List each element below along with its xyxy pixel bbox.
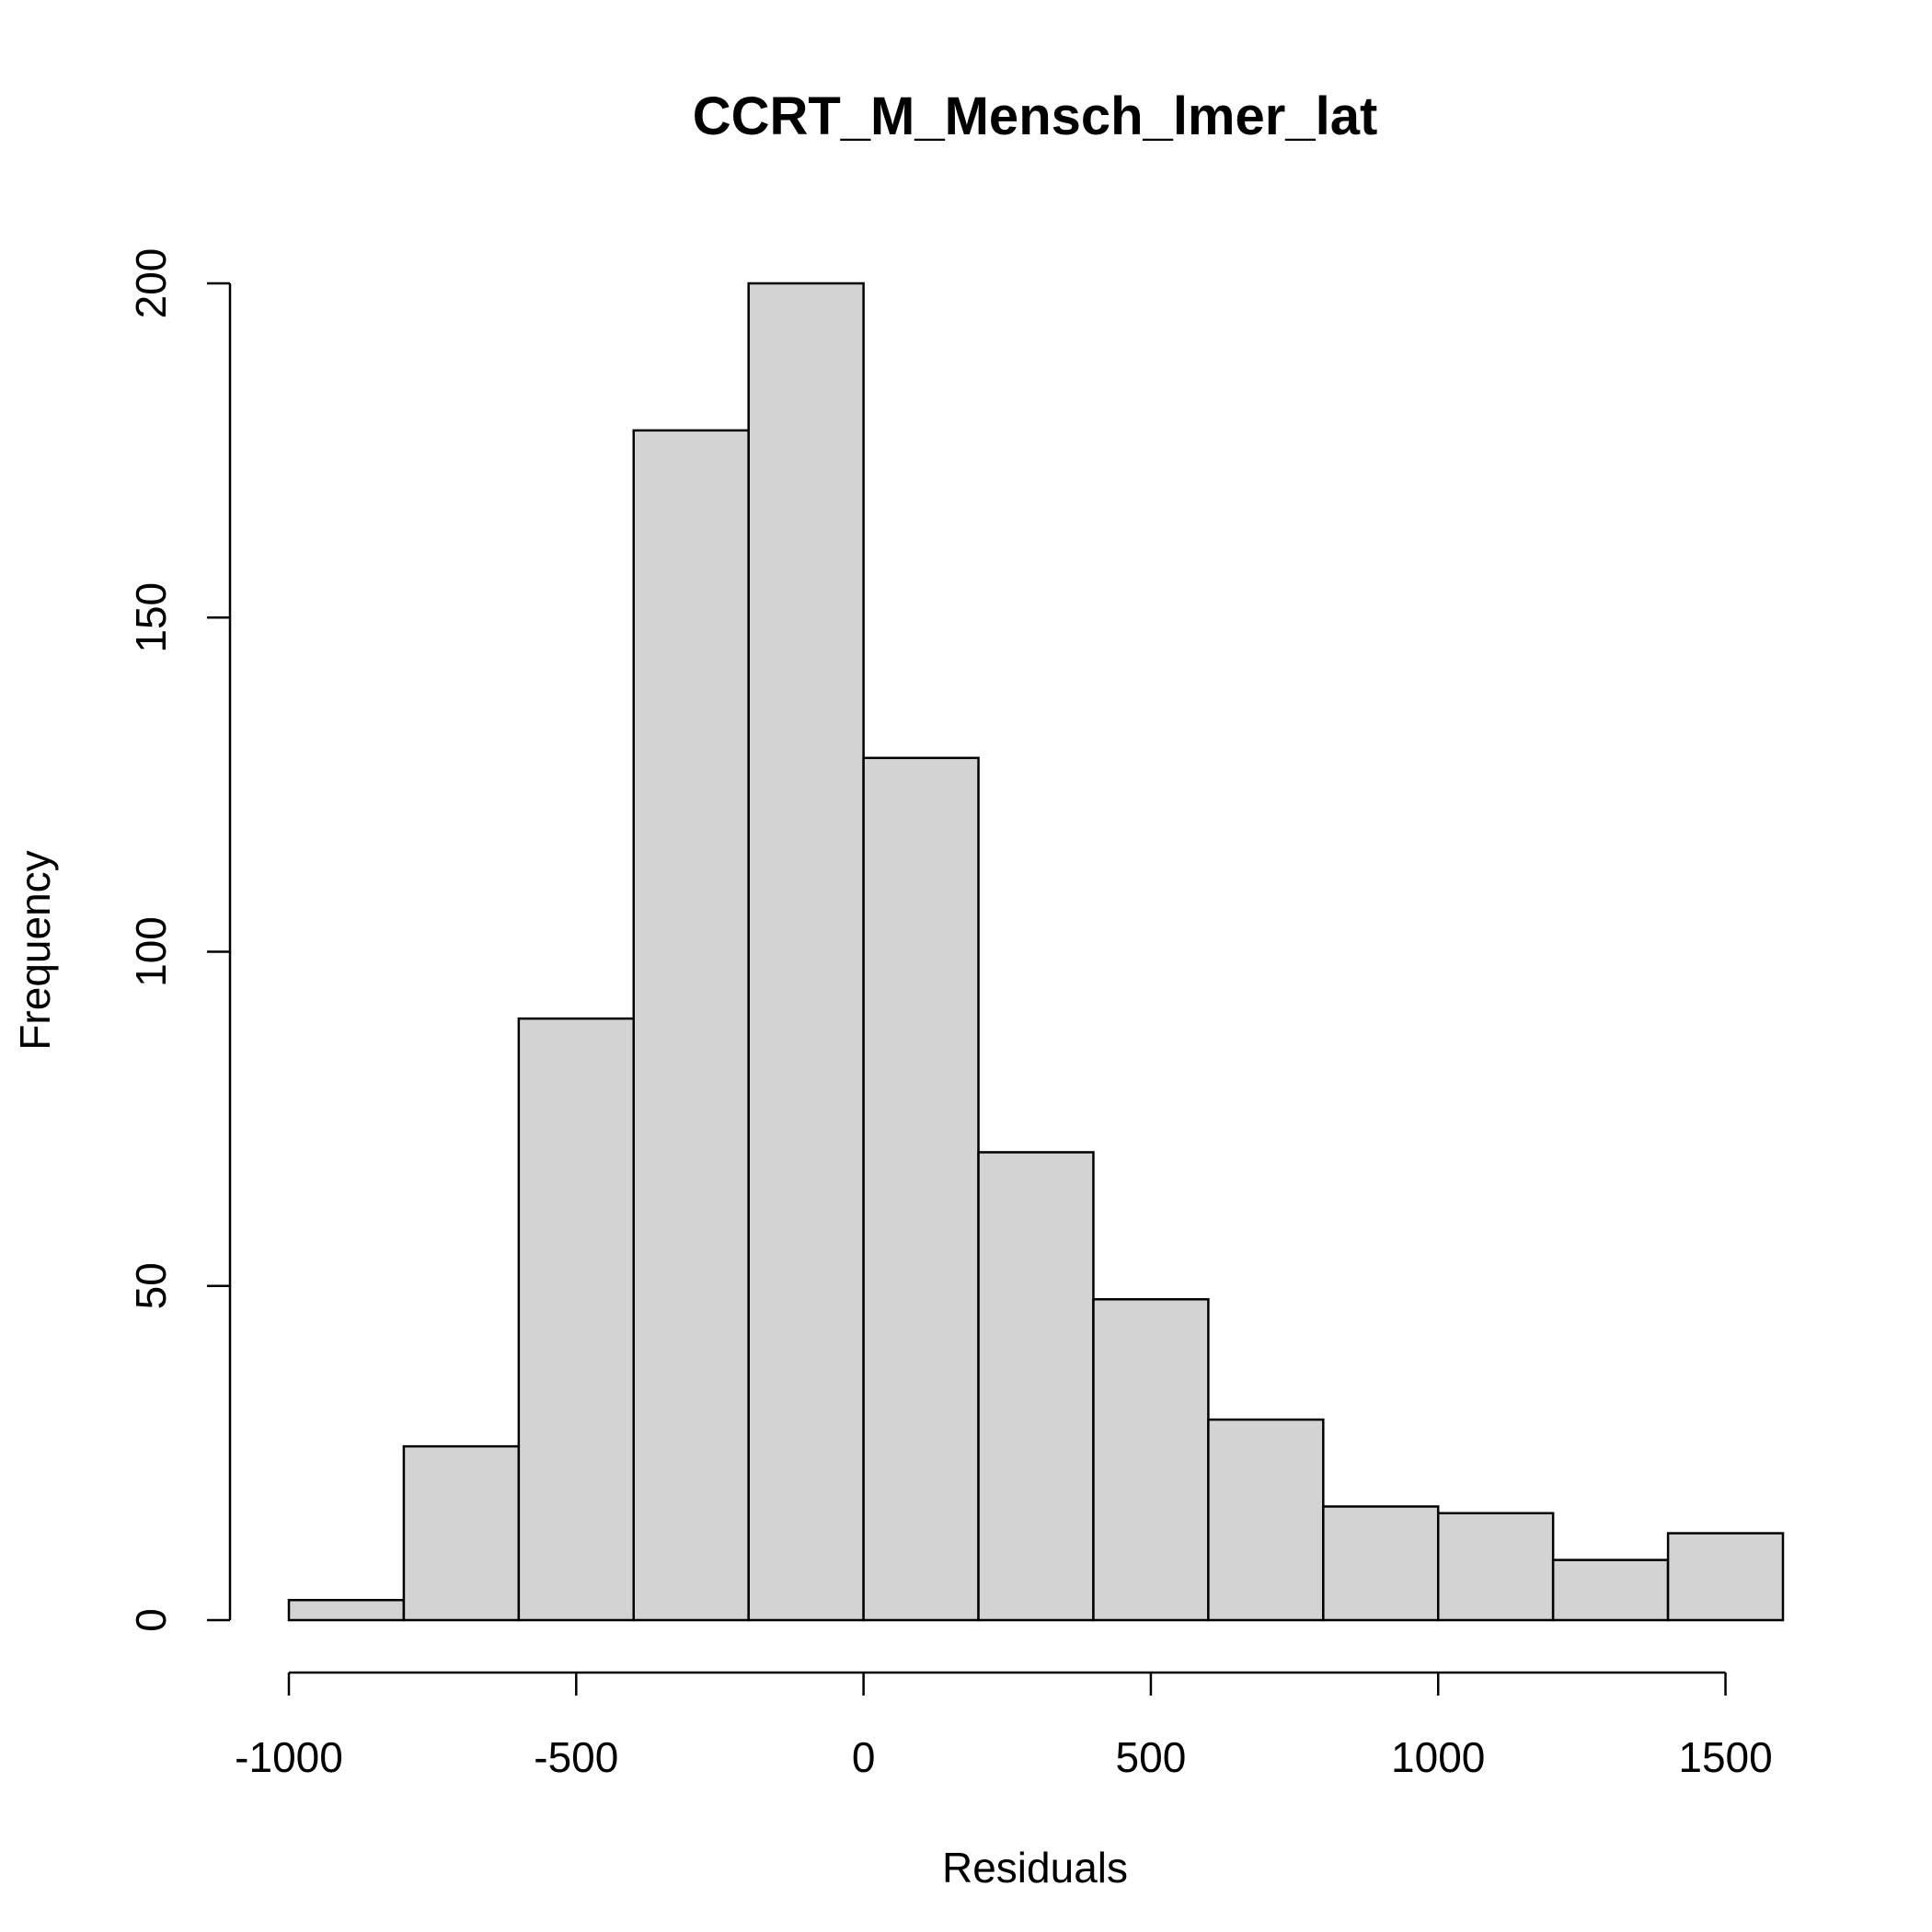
histogram-bar (1322, 1505, 1440, 1622)
bars-group (287, 282, 1785, 1622)
histogram-bar (747, 282, 865, 1622)
x-tick-label: 500 (1116, 1733, 1187, 1781)
y-tick-label: 200 (127, 248, 175, 319)
histogram-bar (287, 1598, 406, 1622)
histogram-bar (1207, 1418, 1325, 1622)
x-tick-label: 1000 (1391, 1733, 1485, 1781)
y-tick-label: 150 (127, 582, 175, 653)
histogram-bar (977, 1151, 1095, 1622)
y-axis-label: Frequency (11, 850, 59, 1050)
x-axis-label: Residuals (942, 1844, 1128, 1892)
histogram-bar (402, 1444, 521, 1622)
chart-title: CCRT_M_Mensch_lmer_lat (693, 86, 1378, 146)
histogram-bar (1551, 1558, 1670, 1622)
x-axis: -1000 -500 0 500 1000 1500 (235, 1671, 1773, 1781)
histogram-bar (517, 1017, 636, 1622)
y-tick-label: 50 (127, 1262, 175, 1309)
y-tick-label: 100 (127, 916, 175, 987)
y-tick-label: 0 (127, 1608, 175, 1632)
y-axis: 0 50 100 150 200 (127, 248, 232, 1632)
x-tick-label: -1000 (235, 1733, 343, 1781)
x-tick-label: -500 (534, 1733, 618, 1781)
histogram-bar (862, 756, 980, 1622)
histogram-bar (1436, 1512, 1555, 1622)
histogram-bar (1092, 1298, 1210, 1622)
x-tick-label: 1500 (1678, 1733, 1772, 1781)
histogram-bar (1666, 1532, 1785, 1622)
x-tick-label: 0 (852, 1733, 876, 1781)
histogram-bar (632, 429, 750, 1622)
